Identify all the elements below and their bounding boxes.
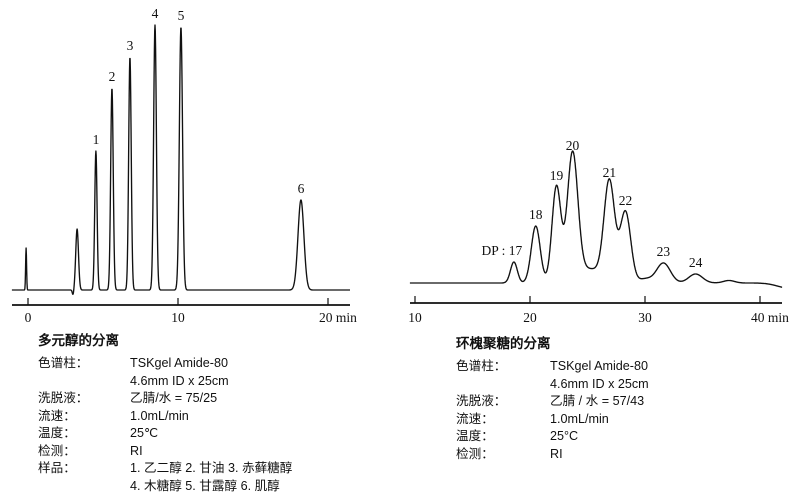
spec-value: 1.0mL/min — [130, 408, 189, 423]
spec-label: 流速： — [38, 408, 76, 423]
x-axis-tick-label: 10 — [408, 310, 422, 325]
spec-value-line: 4. 木糖醇 5. 甘露醇 6. 肌醇 — [130, 478, 280, 493]
spec-value: RI — [550, 446, 563, 461]
spec-value: 1. 乙二醇 2. 甘油 3. 赤藓糖醇 4. 木糖醇 5. 甘露醇 6. 肌醇 — [130, 460, 390, 493]
spec-value-line: 4.6mm ID x 25cm — [130, 373, 229, 388]
spec-value: 25°C — [550, 429, 579, 443]
x-axis-tick-label: 30 — [638, 310, 652, 325]
peak-label: 22 — [619, 193, 633, 208]
peak-label: 5 — [178, 8, 185, 23]
spec-label: 洗脱液： — [38, 391, 89, 405]
spec-value: RI — [130, 443, 143, 458]
spec-value-line: TSKgel Amide-80 — [130, 356, 229, 370]
x-axis-tick-label: 40 min — [751, 310, 789, 325]
x-axis-tick-label: 20 min — [319, 310, 357, 325]
spec-label: 色谱柱： — [456, 359, 507, 373]
peak-label: 6 — [298, 181, 305, 196]
peak-label: 2 — [109, 69, 116, 84]
chromatogram-trace — [409, 150, 783, 288]
peak-label: 20 — [566, 138, 580, 153]
panel-polyols: 多元醇的分离 色谱柱： TSKgel Amide-80 4.6mm ID x 2… — [38, 329, 390, 493]
x-axis-tick-label: 20 — [523, 310, 537, 325]
panel-title: 多元醇的分离 — [38, 333, 119, 348]
spec-label: 色谱柱： — [38, 356, 89, 370]
spec-value: TSKgel Amide-80 4.6mm ID x 25cm — [130, 355, 390, 390]
spec-table: 色谱柱： TSKgel Amide-80 4.6mm ID x 25cm 洗脱液… — [38, 355, 390, 493]
peak-label: 23 — [657, 244, 671, 259]
peak-label: 24 — [689, 255, 703, 270]
spec-label: 检测： — [456, 446, 494, 461]
spec-value: 乙腈/水 = 75/25 — [130, 391, 218, 405]
spec-label: 检测： — [38, 443, 76, 458]
peak-label: 21 — [603, 165, 617, 180]
spec-label: 温度： — [38, 426, 76, 440]
spec-value: 乙腈 / 水 = 57/43 — [550, 394, 645, 408]
panel-title: 环槐聚糖的分离 — [456, 336, 551, 351]
spec-table: 色谱柱： TSKgel Amide-80 4.6mm ID x 25cm 洗脱液… — [456, 358, 788, 463]
spec-label: 样品： — [38, 461, 76, 475]
panel-cyclosophoraose: 环槐聚糖的分离 色谱柱： TSKgel Amide-80 4.6mm ID x … — [456, 332, 788, 463]
chromatogram-trace — [11, 24, 351, 295]
peak-label: 3 — [127, 38, 134, 53]
spec-value-line: 4.6mm ID x 25cm — [550, 376, 649, 391]
spec-value: 1.0mL/min — [550, 411, 609, 426]
peak-label: 1 — [93, 132, 100, 147]
peak-label: 4 — [152, 6, 159, 21]
peak-label: 19 — [550, 168, 564, 183]
spec-value-line: 1. 乙二醇 2. 甘油 3. 赤藓糖醇 — [130, 461, 293, 475]
x-axis-tick-label: 10 — [171, 310, 185, 325]
spec-label: 洗脱液： — [456, 394, 507, 408]
spec-value: 25℃ — [130, 426, 159, 440]
x-axis-tick-label: 0 — [25, 310, 32, 325]
peak-label: 18 — [529, 207, 543, 222]
spec-label: 流速： — [456, 411, 494, 426]
peak-label: DP : 17 — [482, 243, 523, 258]
spec-label: 温度： — [456, 429, 494, 443]
spec-value-line: TSKgel Amide-80 — [550, 359, 649, 373]
spec-value: TSKgel Amide-80 4.6mm ID x 25cm — [550, 358, 788, 393]
